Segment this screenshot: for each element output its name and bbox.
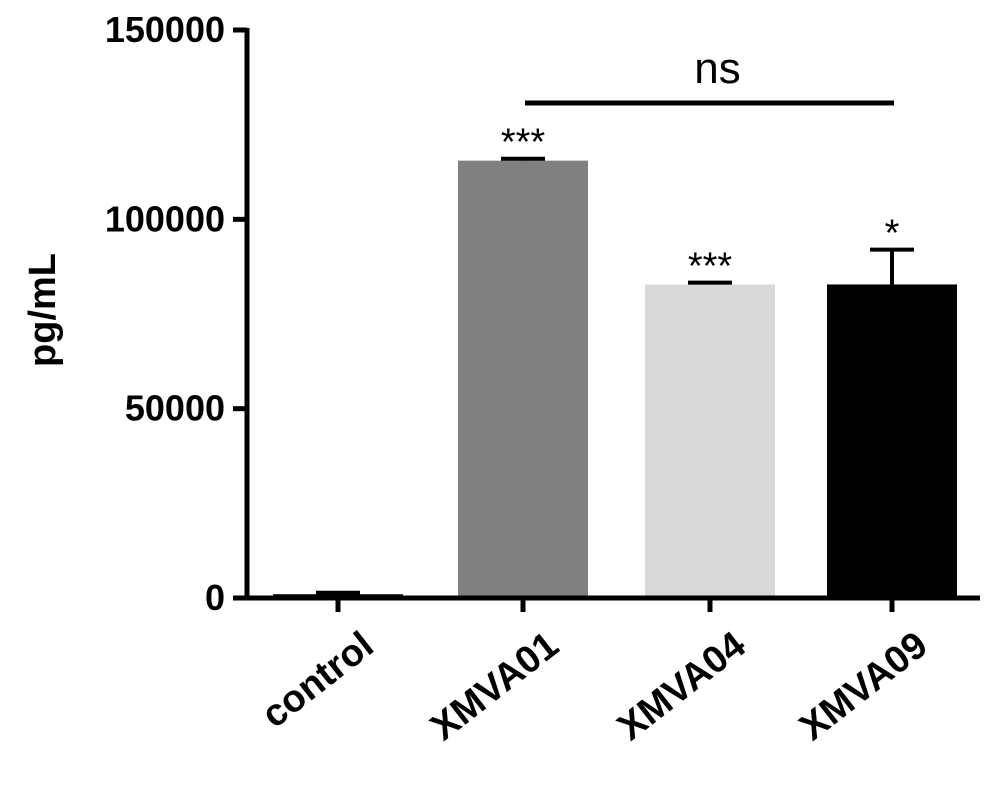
bar-xmva04 xyxy=(645,284,775,598)
y-axis-title: pg/mL xyxy=(22,253,64,367)
axes-layer xyxy=(244,28,980,601)
bar-xmva09 xyxy=(827,284,957,598)
y-tick-label: 50000 xyxy=(125,388,225,429)
x-tick-label: XMVA09 xyxy=(792,624,935,749)
significance-label: *** xyxy=(501,122,546,164)
bar-xmva01 xyxy=(458,160,588,598)
bars-layer xyxy=(273,160,957,598)
y-tick-label: 100000 xyxy=(105,198,225,239)
comparison-label: ns xyxy=(694,44,740,93)
y-tick-label: 0 xyxy=(205,577,225,618)
x-tick-label: XMVA04 xyxy=(610,624,753,749)
error-bars-layer xyxy=(316,156,914,595)
x-tick-label: control xyxy=(254,624,381,736)
significance-label: *** xyxy=(688,246,733,288)
x-tick-label: XMVA01 xyxy=(423,624,566,749)
significance-label: * xyxy=(885,213,900,255)
y-tick-label: 150000 xyxy=(105,9,225,50)
